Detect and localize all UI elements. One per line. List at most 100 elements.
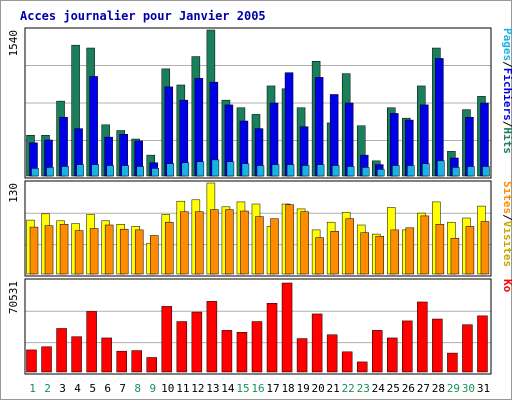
bar-ko [131, 350, 142, 373]
x-tick-label: 7 [119, 382, 126, 395]
bar-pages [376, 169, 385, 177]
bar-sites [255, 216, 264, 275]
bar-ko [146, 357, 158, 373]
legend-separator: / [501, 121, 512, 128]
bar-sites [134, 229, 144, 275]
bar-pages [226, 161, 235, 177]
y-max-tick-label: 130 [7, 183, 20, 203]
legend-text: Sites/Visites [501, 181, 512, 267]
bar-ko [447, 352, 458, 373]
x-tick-label: 2 [44, 382, 51, 395]
bar-fichiers [314, 77, 324, 177]
legend-right: Ko [501, 279, 512, 293]
bar-sites [89, 228, 99, 275]
bar-ko [41, 346, 52, 373]
bar-ko [402, 320, 413, 373]
bar-pages [241, 163, 250, 177]
bar-ko [281, 282, 293, 373]
bar-fichiers [284, 72, 294, 177]
y-max-tick-label: 1540 [7, 30, 20, 57]
x-tick-label: 21 [327, 382, 340, 395]
x-tick-label: 13 [206, 382, 219, 395]
bar-pages [181, 162, 190, 177]
panel-frame-1 [24, 180, 492, 277]
bar-ko [251, 321, 263, 373]
x-tick-label: 23 [357, 382, 370, 395]
bar-fichiers [194, 78, 204, 177]
x-tick-label: 5 [89, 382, 96, 395]
bar-sites [315, 237, 324, 275]
x-tick-label: 29 [447, 382, 460, 395]
bar-fichiers [329, 94, 339, 177]
x-tick-label: 25 [387, 382, 400, 395]
x-tick-label: 4 [74, 382, 81, 395]
bar-sites [420, 215, 430, 275]
bar-ko [56, 328, 67, 373]
bar-ko [191, 311, 203, 373]
bar-ko [116, 350, 127, 373]
bar-pages [482, 166, 490, 177]
x-tick-label: 8 [134, 382, 141, 395]
x-tick-label: 16 [251, 382, 264, 395]
bar-sites [180, 211, 189, 275]
bar-pages [346, 166, 355, 177]
bar-ko [26, 349, 37, 373]
legend-separator: / [501, 214, 512, 221]
bar-ko [86, 311, 97, 373]
bar-pages [422, 163, 430, 177]
bar-fichiers [480, 102, 489, 177]
legend-entry: Pages [501, 28, 512, 61]
bar-pages [392, 165, 400, 177]
bar-sites [210, 209, 219, 275]
bar-sites [375, 235, 384, 275]
bar-fichiers [89, 76, 98, 177]
bar-ko [432, 318, 443, 373]
bar-sites [465, 226, 475, 275]
legend-entry: Fichiers [501, 68, 512, 121]
bar-pages [286, 164, 295, 177]
bar-pages [407, 165, 415, 177]
x-tick-label: 12 [191, 382, 204, 395]
legend-right: Sites/Visites [501, 181, 512, 267]
bar-pages [331, 165, 340, 177]
bar-sites [165, 221, 174, 275]
bar-sites [195, 211, 204, 275]
chart-title: Acces journalier pour Janvier 2005 [20, 9, 266, 23]
bar-pages [467, 166, 475, 177]
bar-sites [44, 225, 54, 275]
bar-ko [221, 330, 233, 373]
bar-pages [256, 165, 265, 177]
bar-sites [360, 232, 369, 275]
panel-frame-2 [24, 278, 492, 375]
x-tick-label: 28 [432, 382, 445, 395]
bar-pages [452, 167, 460, 177]
bar-sites [480, 221, 490, 275]
legend-entry: Hits [501, 127, 512, 154]
bar-sites [345, 218, 354, 275]
bar-ko [71, 336, 82, 373]
bar-pages [136, 166, 144, 177]
x-tick-label: 22 [342, 382, 355, 395]
x-tick-label: 27 [417, 382, 430, 395]
bar-pages [316, 164, 325, 177]
bar-sites [240, 210, 249, 275]
legend-entry: Ko [501, 279, 512, 293]
x-tick-label: 17 [266, 382, 279, 395]
x-tick-label: 6 [104, 382, 111, 395]
bar-pages [361, 167, 370, 177]
x-tick-label: 1 [29, 382, 36, 395]
legend-entry: Sites [501, 181, 512, 214]
bar-sites [59, 224, 69, 275]
chart-panels: 1540Pages/Fichiers/Hits130Sites/Visites7… [7, 27, 512, 395]
bar-sites [405, 227, 415, 275]
bar-sites [29, 226, 39, 275]
bar-ko [417, 301, 428, 373]
bar-ko [176, 321, 188, 373]
bar-pages [91, 164, 99, 177]
x-tick-label: 26 [402, 382, 415, 395]
x-tick-label: 30 [462, 382, 475, 395]
bar-sites [285, 204, 294, 275]
bar-sites [270, 218, 279, 275]
